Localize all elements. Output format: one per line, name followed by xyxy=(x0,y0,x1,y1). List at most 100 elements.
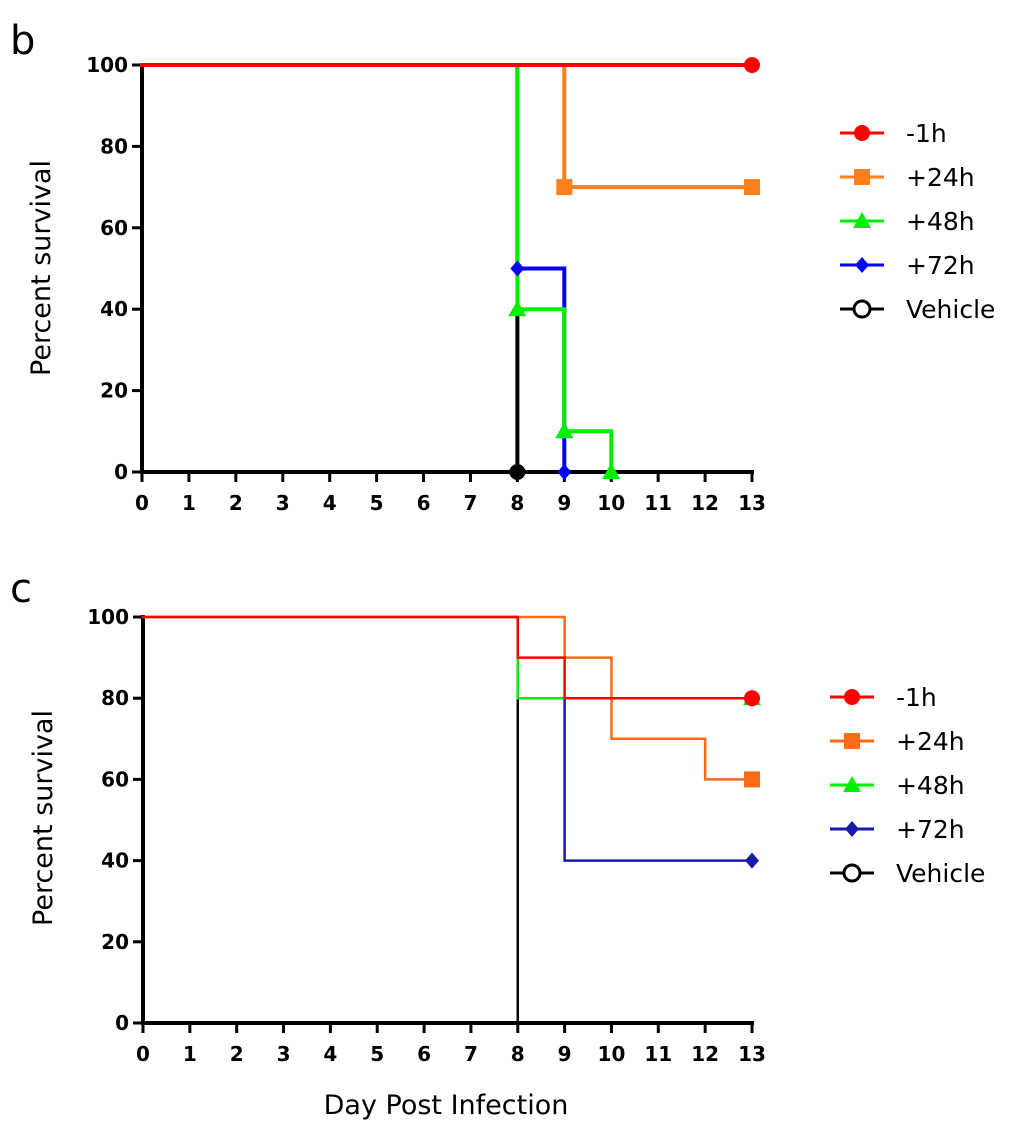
legend-marker xyxy=(852,299,872,319)
y-tick-label: 100 xyxy=(86,53,128,77)
panel-label: b xyxy=(10,18,35,64)
y-tick-label: 100 xyxy=(87,605,129,629)
legend-label: -1h xyxy=(906,119,947,148)
legend-marker xyxy=(854,125,870,141)
x-tick-label: 2 xyxy=(229,491,243,515)
y-tick-label: 60 xyxy=(100,216,128,240)
legend-marker xyxy=(842,863,862,883)
x-axis-label: Day Post Infection xyxy=(324,1090,569,1121)
legend-label: +48h xyxy=(906,207,975,236)
y-tick-label: 80 xyxy=(101,686,129,710)
x-tick-label: 7 xyxy=(464,491,478,515)
y-tick-label: 80 xyxy=(100,134,128,158)
x-tick-label: 11 xyxy=(644,1042,672,1066)
data-point-Vehicle xyxy=(509,464,526,480)
x-tick-label: 13 xyxy=(738,1042,766,1066)
data-point-+48h xyxy=(508,300,527,317)
x-tick-label: 6 xyxy=(417,1042,431,1066)
legend-marker xyxy=(844,733,860,749)
x-tick-label: 0 xyxy=(136,1042,150,1066)
x-tick-label: 12 xyxy=(691,1042,719,1066)
legend-marker xyxy=(855,257,869,273)
data-point-+72h xyxy=(510,260,525,277)
y-tick-label: 40 xyxy=(100,297,128,321)
x-tick-label: 10 xyxy=(597,491,625,515)
series-line-+24h xyxy=(140,63,754,190)
legend-item: Vehicle xyxy=(830,859,985,888)
legend-item: +72h xyxy=(840,251,975,280)
y-tick-label: 60 xyxy=(101,767,129,791)
legend-item: +24h xyxy=(840,163,975,192)
y-tick-label: 40 xyxy=(101,849,129,873)
data-point-+24h xyxy=(744,771,760,788)
legend-marker xyxy=(843,776,861,792)
series-line-+72h xyxy=(140,63,567,474)
x-tick-label: 1 xyxy=(183,1042,197,1066)
legend-label: Vehicle xyxy=(896,859,985,888)
x-tick-label: 9 xyxy=(558,1042,572,1066)
x-tick-label: 9 xyxy=(557,491,571,515)
data-point-+24h xyxy=(744,179,760,196)
series-line-Vehicle xyxy=(141,615,520,1025)
panel-c: c Percent survival Day Post Infection 0 2… xyxy=(10,566,985,1121)
x-tick-label: 13 xyxy=(738,491,766,515)
x-tick-label: 8 xyxy=(511,1042,525,1066)
data-point-+72h xyxy=(557,464,572,480)
legend-label: +24h xyxy=(906,163,975,192)
legend-item: -1h xyxy=(840,119,947,148)
legend-label: +24h xyxy=(896,727,965,756)
legend-label: Vehicle xyxy=(906,295,995,324)
legend-label: +72h xyxy=(896,815,965,844)
data-point-+48h xyxy=(602,463,621,479)
data-point-+48h xyxy=(555,422,574,439)
panel-label: c xyxy=(10,566,32,612)
x-tick-label: 7 xyxy=(464,1042,478,1066)
y-tick-label: 0 xyxy=(115,1011,129,1035)
x-tick-label: 10 xyxy=(598,1042,626,1066)
legend-marker xyxy=(845,821,859,837)
y-axis-label: Percent survival xyxy=(28,710,59,926)
legend-item: -1h xyxy=(830,683,937,712)
series-group xyxy=(140,57,760,480)
x-tick-label: 11 xyxy=(644,491,672,515)
legend: -1h +24h +48h +72h Vehicle xyxy=(830,683,985,888)
legend-item: +72h xyxy=(830,815,965,844)
y-tick-label: 20 xyxy=(100,379,128,403)
x-tick-label: 0 xyxy=(135,491,149,515)
data-point--1h xyxy=(744,690,760,707)
series-line--1h xyxy=(141,615,754,700)
legend-item: +48h xyxy=(830,771,965,800)
x-tick-label: 2 xyxy=(230,1042,244,1066)
legend: -1h +24h +48h +72h Vehicle xyxy=(840,119,995,324)
y-tick-label: 20 xyxy=(101,930,129,954)
data-point-+24h xyxy=(556,179,573,196)
x-tick-label: 12 xyxy=(691,491,719,515)
series-line-+48h xyxy=(141,615,754,700)
y-axis-label: Percent survival xyxy=(26,160,57,376)
legend-item: Vehicle xyxy=(840,295,995,324)
data-point--1h xyxy=(744,57,760,73)
legend-marker xyxy=(844,689,860,705)
legend-label: +72h xyxy=(906,251,975,280)
legend-item: +48h xyxy=(840,207,975,236)
legend-label: -1h xyxy=(896,683,937,712)
y-tick-label: 0 xyxy=(114,460,128,484)
x-tick-label: 3 xyxy=(277,1042,291,1066)
x-tick-label: 5 xyxy=(370,491,384,515)
x-tick-label: 6 xyxy=(417,491,431,515)
x-tick-label: 4 xyxy=(323,491,337,515)
series-group xyxy=(141,615,761,1025)
data-point-+72h xyxy=(745,852,759,869)
legend-marker xyxy=(853,212,871,228)
series-line-Vehicle xyxy=(140,63,520,474)
x-tick-label: 4 xyxy=(323,1042,337,1066)
legend-marker xyxy=(854,169,870,185)
x-tick-label: 3 xyxy=(276,491,290,515)
x-tick-label: 1 xyxy=(182,491,196,515)
legend-label: +48h xyxy=(896,771,965,800)
x-tick-label: 5 xyxy=(370,1042,384,1066)
